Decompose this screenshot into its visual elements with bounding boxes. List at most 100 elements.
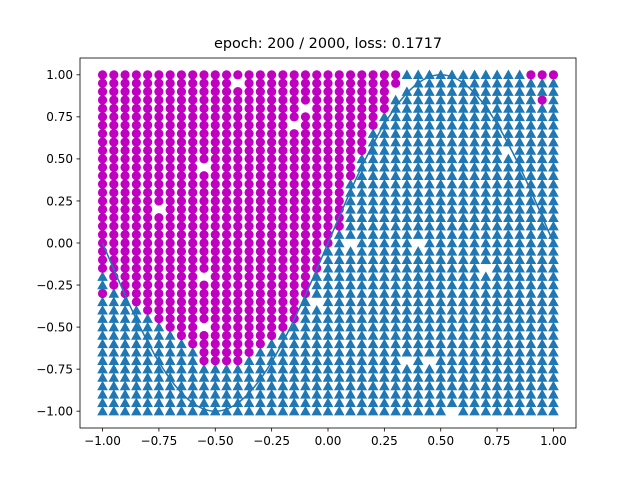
triangle-marker (412, 136, 424, 147)
triangle-marker (491, 313, 503, 323)
circle-marker (312, 221, 322, 231)
triangle-marker (97, 347, 108, 357)
circle-marker (289, 204, 299, 214)
circle-marker (537, 95, 547, 105)
circle-marker (255, 238, 265, 248)
circle-marker (357, 78, 367, 88)
circle-marker (289, 288, 299, 299)
triangle-marker (548, 246, 559, 256)
triangle-marker (491, 347, 503, 357)
triangle-marker (514, 389, 525, 399)
circle-marker (143, 280, 153, 290)
triangle-marker (176, 405, 187, 416)
triangle-marker (390, 405, 401, 416)
circle-marker (255, 129, 265, 139)
circle-marker (143, 238, 153, 248)
circle-marker (131, 129, 141, 139)
triangle-marker (119, 355, 131, 365)
triangle-marker (379, 178, 390, 189)
circle-marker (267, 162, 277, 172)
circle-marker (210, 263, 220, 273)
triangle-marker (379, 229, 390, 239)
circle-marker (312, 162, 322, 172)
triangle-marker (503, 304, 514, 315)
triangle-marker (525, 212, 537, 223)
triangle-marker (548, 380, 559, 391)
circle-marker (233, 70, 243, 80)
triangle-marker (367, 397, 379, 408)
circle-marker (278, 229, 288, 240)
triangle-marker (232, 372, 244, 382)
circle-marker (312, 179, 322, 189)
circle-marker (233, 330, 243, 341)
circle-marker (312, 112, 322, 122)
triangle-marker (548, 128, 559, 138)
circle-marker (233, 356, 243, 366)
circle-marker (199, 187, 209, 198)
circle-marker (379, 70, 389, 80)
triangle-marker (536, 195, 548, 206)
circle-marker (289, 171, 299, 181)
triangle-marker (142, 347, 153, 357)
triangle-marker (97, 389, 108, 399)
triangle-marker (514, 313, 525, 323)
circle-marker (188, 129, 198, 139)
circle-marker (357, 112, 367, 122)
triangle-marker (412, 212, 424, 223)
triangle-marker (345, 271, 356, 281)
triangle-marker (390, 355, 401, 365)
circle-marker (176, 221, 187, 231)
triangle-marker (311, 405, 323, 416)
triangle-marker (367, 389, 379, 399)
triangle-marker (119, 397, 131, 408)
circle-marker (345, 137, 356, 147)
circle-marker (154, 288, 164, 299)
triangle-marker (379, 136, 390, 147)
circle-marker (176, 322, 187, 332)
triangle-marker (469, 119, 480, 130)
triangle-marker (153, 355, 165, 365)
triangle-marker (356, 212, 368, 223)
triangle-marker (480, 321, 492, 332)
circle-marker (109, 229, 119, 240)
triangle-marker (446, 103, 458, 113)
triangle-marker (176, 397, 187, 408)
triangle-marker (491, 296, 503, 307)
circle-marker (300, 162, 311, 172)
circle-marker (210, 314, 220, 324)
triangle-marker (367, 338, 379, 349)
triangle-marker (525, 271, 537, 281)
triangle-marker (412, 86, 424, 96)
triangle-marker (131, 347, 142, 357)
triangle-marker (97, 397, 108, 408)
triangle-marker (412, 195, 424, 206)
circle-marker (379, 103, 389, 114)
triangle-marker (209, 363, 221, 374)
triangle-marker (480, 246, 492, 256)
triangle-marker (108, 304, 120, 315)
circle-marker (176, 288, 187, 299)
triangle-marker (345, 296, 356, 307)
triangle-marker (356, 363, 368, 374)
circle-marker (323, 162, 333, 172)
triangle-marker (232, 380, 244, 391)
triangle-marker (424, 338, 435, 349)
triangle-marker (176, 363, 187, 374)
triangle-marker (401, 220, 413, 231)
circle-marker (221, 70, 232, 80)
circle-marker (334, 179, 344, 189)
triangle-marker (345, 195, 356, 206)
triangle-marker (435, 195, 447, 206)
triangle-marker (322, 313, 334, 323)
triangle-marker (412, 355, 424, 365)
circle-marker (278, 154, 288, 164)
triangle-marker (525, 246, 537, 256)
triangle-marker (119, 338, 131, 349)
circle-marker (255, 145, 265, 156)
triangle-marker (379, 363, 390, 374)
triangle-marker (379, 204, 390, 214)
triangle-marker (548, 212, 559, 223)
triangle-marker (164, 380, 176, 391)
circle-marker (255, 95, 265, 105)
triangle-marker (480, 304, 492, 315)
